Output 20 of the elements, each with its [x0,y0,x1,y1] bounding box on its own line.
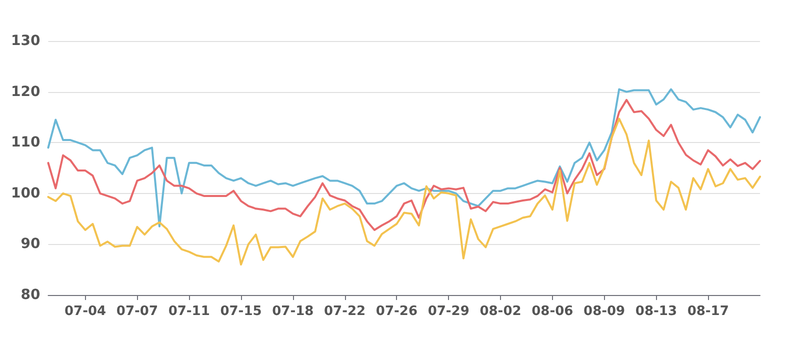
x-tick-label: 08-17 [687,304,729,319]
y-tick-label: 100 [10,185,40,202]
line-series [47,118,761,266]
y-tick-label: 90 [20,236,40,252]
x-tick-label: 07-26 [376,304,418,319]
x-tick-label: 07-18 [272,304,314,319]
x-tick-label: 07-04 [64,304,106,319]
x-tick-label: 07-07 [116,304,158,319]
x-tick-label: 07-15 [220,304,262,319]
x-tick-label: 08-09 [584,304,626,319]
x-tick-label: 07-22 [324,304,366,319]
x-tick-label: 07-11 [168,304,210,319]
x-tick-label: 08-02 [480,304,522,319]
x-tick-label: 08-13 [635,304,677,319]
x-tick-label: 07-29 [428,304,470,319]
y-tick-label: 80 [20,287,40,303]
y-tick-label: 130 [10,33,40,49]
x-tick-label: 08-06 [532,304,574,319]
y-tick-label: 110 [10,134,40,151]
y-tick-label: 120 [10,84,40,100]
